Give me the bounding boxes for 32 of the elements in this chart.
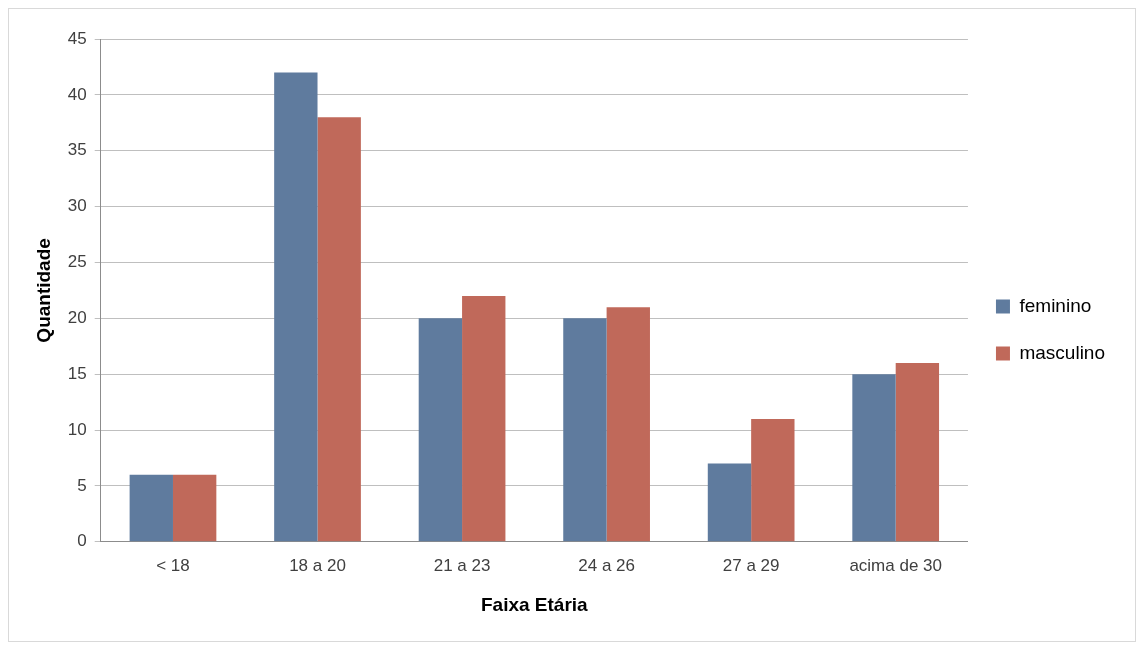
bar — [895, 363, 940, 542]
y-tick-label: 45 — [67, 28, 87, 48]
bar — [129, 474, 173, 542]
bar — [606, 307, 650, 542]
x-tick-label: 21 a 23 — [433, 555, 491, 575]
x-tick-label: 27 a 29 — [722, 555, 780, 575]
legend-label: feminino — [1019, 294, 1092, 316]
bar — [852, 374, 896, 542]
bar — [172, 474, 217, 542]
y-tick-label: 35 — [67, 140, 87, 160]
x-tick-label: 18 a 20 — [289, 555, 346, 575]
y-tick-label: 40 — [67, 84, 87, 104]
x-axis-title: Faixa Etária — [481, 593, 589, 615]
x-tick-label: < 18 — [156, 555, 190, 575]
legend-label: masculino — [1019, 341, 1106, 363]
y-tick-label: 20 — [67, 308, 87, 328]
y-tick-label: 5 — [77, 475, 87, 495]
bar — [462, 295, 506, 542]
y-tick-label: 15 — [67, 363, 87, 383]
y-axis-title: Quantidade — [32, 238, 54, 343]
x-tick-label: 24 a 26 — [578, 555, 635, 575]
bar — [418, 318, 463, 542]
y-tick-label: 25 — [67, 252, 87, 272]
y-tick-label: 10 — [67, 419, 87, 439]
bar — [274, 72, 318, 542]
x-tick-label: acima de 30 — [849, 555, 942, 575]
bar — [563, 318, 607, 542]
bar — [751, 418, 795, 542]
bar — [317, 117, 361, 542]
y-tick-label: 0 — [77, 531, 87, 551]
y-tick-label: 30 — [67, 196, 87, 216]
bar — [707, 463, 752, 542]
